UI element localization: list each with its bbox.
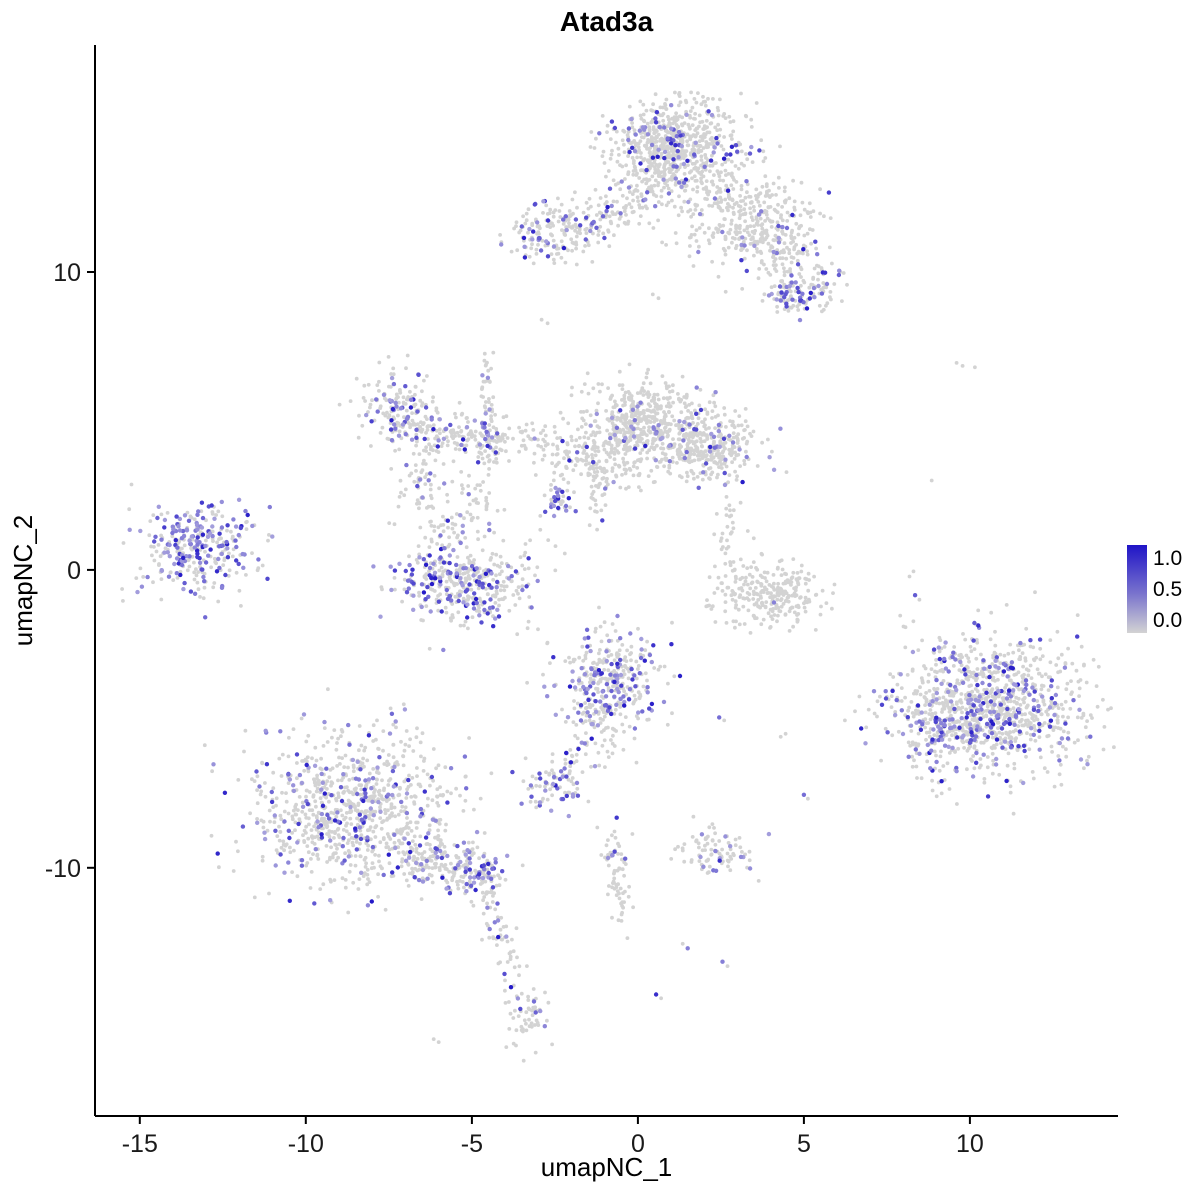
x-axis: -15 -10 -5 0 5 10 <box>95 1115 1118 1158</box>
plot-title: Atad3a <box>559 6 654 37</box>
legend-tick-low: 0.0 <box>1153 609 1183 632</box>
legend-tick-mid: 0.5 <box>1153 578 1183 601</box>
points-layer <box>120 90 1116 1063</box>
legend-gradient-bar <box>1127 545 1147 633</box>
color-legend: 1.0 0.5 0.0 <box>1127 545 1197 640</box>
x-axis-label: umapNC_1 <box>540 1152 673 1182</box>
legend-tick-high: 1.0 <box>1153 547 1183 570</box>
